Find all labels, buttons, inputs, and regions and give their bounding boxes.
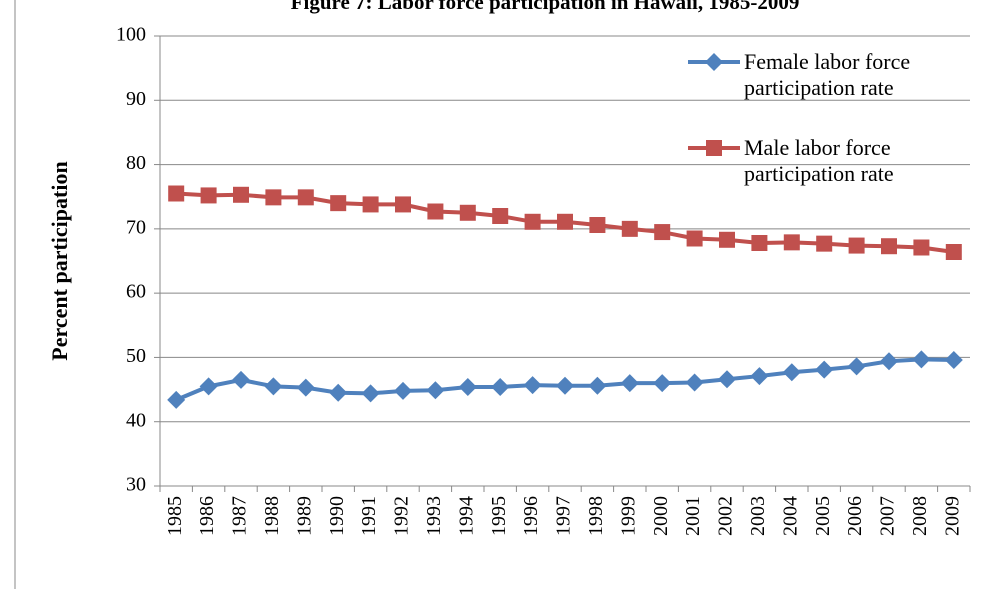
marker (491, 378, 510, 396)
marker (265, 189, 282, 206)
marker (815, 360, 834, 379)
marker (168, 185, 185, 202)
marker (361, 384, 380, 403)
marker (588, 376, 607, 395)
x-tick-label: 2006 (844, 496, 866, 536)
marker (881, 238, 897, 255)
y-tick-label: 60 (126, 281, 146, 303)
marker (706, 140, 722, 156)
marker (719, 231, 735, 248)
marker (847, 357, 866, 376)
x-tick-label: 2007 (877, 496, 899, 536)
marker (427, 203, 444, 220)
marker (751, 235, 768, 251)
marker (783, 234, 800, 251)
y-tick-label: 70 (126, 216, 146, 238)
x-tick-label: 2001 (682, 496, 704, 536)
x-tick-label: 1996 (520, 496, 542, 536)
marker (686, 230, 703, 247)
marker (705, 53, 723, 71)
marker (394, 381, 412, 400)
x-tick-label: 1987 (229, 496, 251, 536)
marker (945, 244, 962, 260)
x-tick-label: 2009 (941, 496, 963, 536)
marker (621, 220, 638, 237)
marker (167, 390, 186, 409)
y-tick-label: 90 (126, 88, 146, 110)
y-tick-label: 40 (126, 409, 146, 431)
x-tick-label: 1995 (488, 496, 510, 536)
marker (912, 350, 931, 369)
marker (782, 363, 801, 382)
marker (395, 196, 411, 213)
marker (589, 217, 606, 233)
x-tick-label: 1994 (455, 496, 477, 536)
marker (524, 213, 541, 230)
marker (459, 204, 476, 221)
marker (233, 186, 249, 203)
y-tick-label: 30 (126, 474, 146, 496)
x-tick-label: 2002 (715, 496, 737, 536)
x-tick-label: 1998 (585, 496, 607, 536)
marker (362, 196, 379, 213)
y-tick-label: 50 (126, 345, 146, 367)
marker (913, 239, 930, 256)
x-tick-label: 1986 (196, 496, 218, 536)
marker (492, 208, 509, 224)
marker (653, 374, 672, 393)
marker (557, 213, 573, 230)
x-tick-label: 1989 (293, 496, 315, 536)
marker (200, 187, 217, 204)
marker (848, 237, 865, 254)
x-tick-label: 2003 (747, 496, 769, 536)
x-tick-label: 2004 (779, 496, 801, 536)
x-tick-label: 1991 (358, 496, 380, 536)
x-tick-label: 2008 (909, 496, 931, 536)
chart-title: Figure 7: Labor force participation in H… (291, 0, 800, 14)
x-tick-label: 1988 (261, 496, 283, 536)
marker (944, 351, 963, 369)
marker (556, 376, 574, 395)
x-tick-label: 1993 (423, 496, 445, 536)
marker (880, 352, 898, 371)
marker (296, 378, 315, 397)
x-tick-label: 2000 (650, 496, 672, 536)
marker (264, 377, 283, 396)
y-tick-label: 100 (116, 24, 146, 46)
legend-label: Female labor force participation rate (744, 49, 911, 100)
x-tick-label: 1999 (617, 496, 639, 536)
y-tick-label: 80 (126, 152, 146, 174)
marker (685, 373, 704, 392)
marker (199, 377, 218, 396)
marker (816, 235, 833, 252)
marker (718, 370, 736, 389)
marker (750, 367, 769, 386)
marker (297, 189, 314, 206)
marker (426, 381, 445, 400)
marker (620, 374, 639, 393)
marker (523, 376, 542, 395)
marker (330, 195, 347, 212)
x-tick-label: 1990 (326, 496, 348, 536)
x-tick-label: 1985 (164, 496, 186, 536)
x-tick-label: 1992 (391, 496, 413, 536)
marker (232, 370, 250, 389)
marker (329, 383, 348, 402)
x-tick-label: 2005 (812, 496, 834, 536)
marker (458, 378, 477, 396)
x-tick-label: 1997 (553, 496, 575, 536)
marker (654, 224, 671, 241)
y-axis-label: Percent participation (47, 161, 72, 360)
legend-label: Male labor force participation rate (744, 135, 894, 186)
